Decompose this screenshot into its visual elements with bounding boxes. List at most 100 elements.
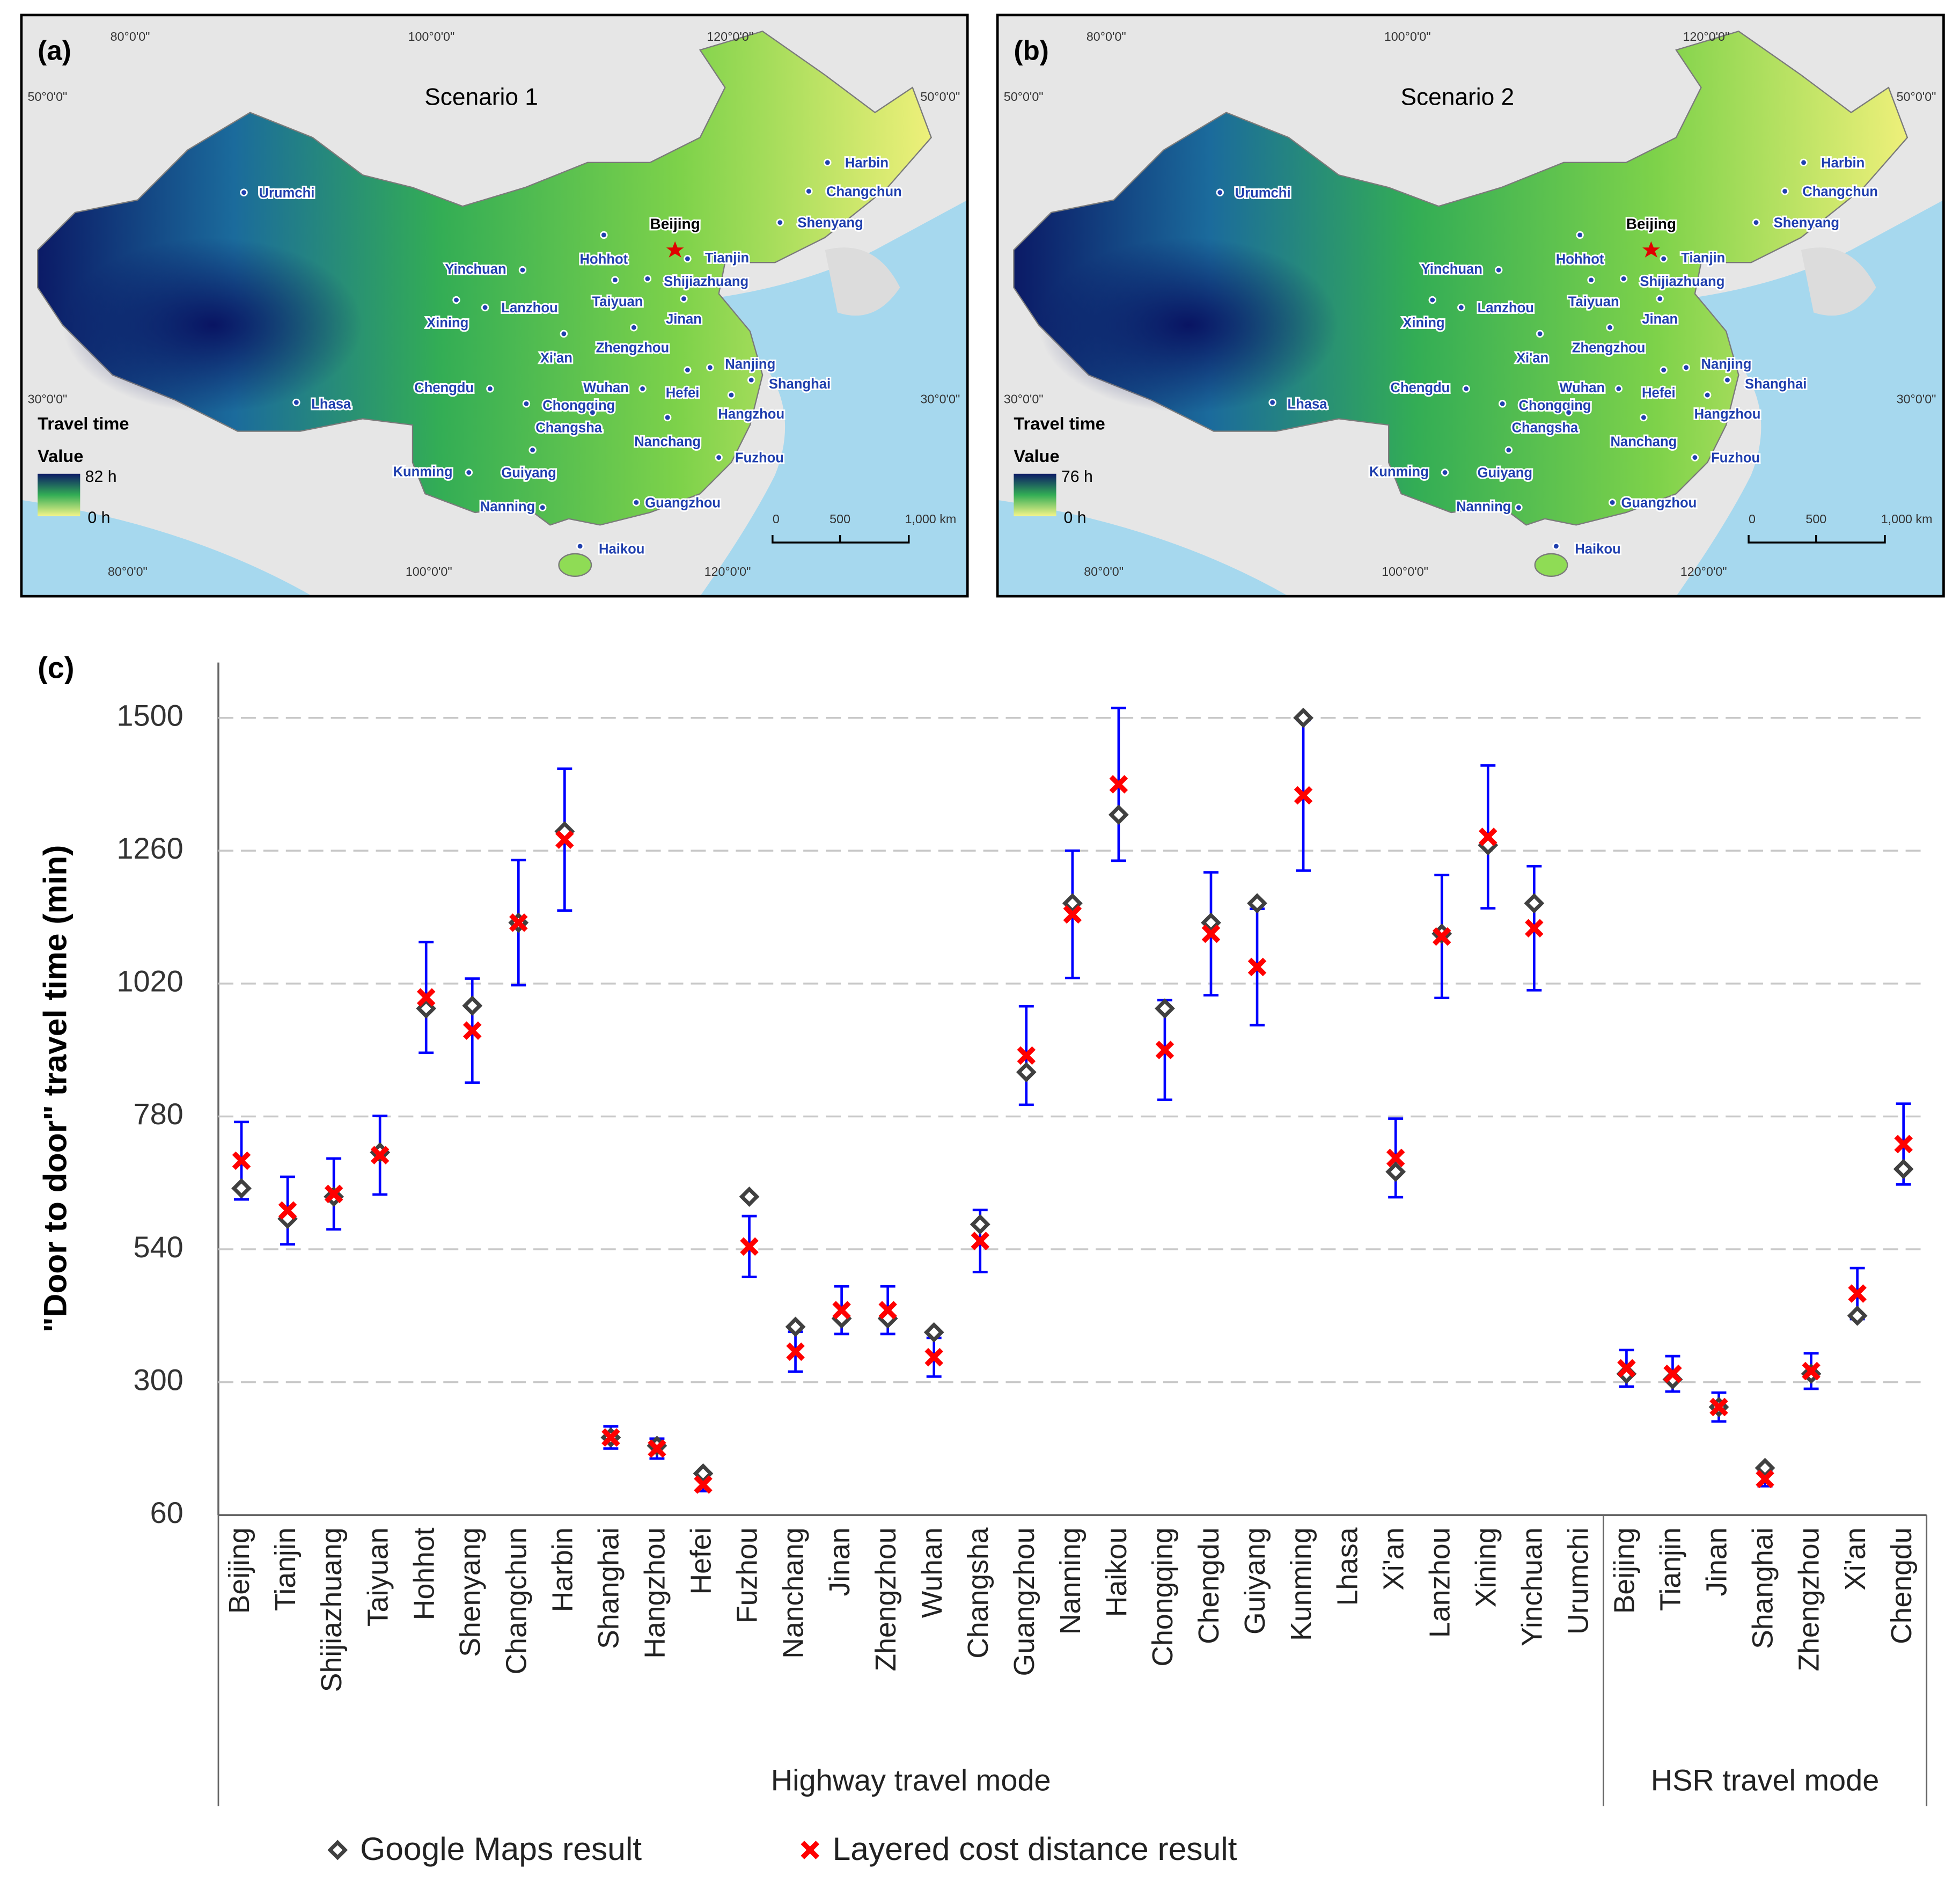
latitude-label: 50°0'0"	[1897, 90, 1936, 104]
city-dot	[1660, 366, 1668, 374]
scale-label: 0	[773, 512, 780, 526]
diamond-marker	[693, 1463, 714, 1484]
city-dot	[715, 453, 723, 461]
x-tick-label: Chengdu	[1886, 1527, 1918, 1644]
x-marker	[1109, 775, 1128, 794]
city-dot	[1640, 413, 1648, 422]
city-label: Tianjin	[705, 251, 749, 266]
city-label: Kunming	[1369, 464, 1429, 479]
diamond-marker	[1016, 1062, 1037, 1082]
city-label: Fuzhou	[1711, 451, 1760, 466]
longitude-label: 120°0'0"	[1683, 30, 1729, 43]
city-dot	[630, 324, 638, 332]
city-dot	[486, 385, 494, 393]
longitude-label: 80°0'0"	[108, 565, 148, 578]
city-dot	[680, 295, 688, 303]
x-marker	[832, 1301, 851, 1320]
x-tick-label: Hangzhou	[640, 1527, 671, 1658]
y-tick-label: 1020	[116, 964, 183, 998]
city-dot	[1587, 276, 1595, 284]
legend-label: Layered cost distance result	[833, 1830, 1237, 1867]
city-label: Haikou	[1575, 542, 1620, 557]
diamond-marker	[1201, 912, 1221, 933]
x-tick-label: Hefei	[686, 1527, 717, 1594]
x-marker	[648, 1439, 666, 1458]
x-marker	[555, 830, 574, 849]
city-dot	[465, 468, 473, 477]
x-tick-label: Jinan	[1701, 1527, 1733, 1596]
diamond-marker	[1293, 707, 1314, 728]
legend-subtitle: Value	[1014, 446, 1059, 466]
city-label: Jinan	[666, 312, 702, 327]
y-tick-label: 1260	[116, 831, 183, 865]
x-tick-label: Xi'an	[1378, 1527, 1410, 1590]
x-marker	[370, 1146, 390, 1164]
x-tick-label: Urumchi	[1563, 1527, 1595, 1634]
city-dot	[522, 400, 531, 408]
capital-star	[666, 241, 684, 258]
x-tick-label: Xining	[1470, 1527, 1502, 1607]
city-dot	[1515, 503, 1523, 511]
x-tick-label: Tianjin	[270, 1527, 302, 1611]
city-label: Hohhot	[1556, 252, 1604, 267]
x-marker	[740, 1237, 759, 1256]
y-tick-label: 300	[133, 1362, 183, 1396]
latitude-label: 50°0'0"	[1004, 90, 1044, 104]
x-marker	[1432, 927, 1451, 946]
sea	[997, 500, 1289, 597]
city-label: Shenyang	[1774, 216, 1839, 231]
diamond-marker	[1108, 804, 1129, 825]
city-dot	[1723, 376, 1731, 384]
city-dot	[1614, 385, 1623, 393]
legend-max: 76 h	[1061, 468, 1093, 486]
plateau	[62, 237, 363, 413]
x-tick-label: Wuhan	[916, 1527, 948, 1618]
city-label: Urumchi	[259, 186, 314, 201]
city-dot	[528, 446, 537, 454]
x-tick-label: Xi'an	[1840, 1527, 1871, 1590]
x-tick-label: Fuzhou	[732, 1527, 764, 1623]
x-tick-label: Nanning	[1055, 1527, 1087, 1635]
x-marker	[1201, 924, 1221, 943]
scale-label: 1,000 km	[905, 512, 956, 526]
city-label: Tianjin	[1681, 251, 1725, 266]
diamond-marker	[1847, 1305, 1868, 1326]
capital-star	[1642, 241, 1660, 258]
diamond-marker	[1755, 1457, 1775, 1478]
diamond-marker	[416, 998, 437, 1019]
x-tick-label: Zhengzhou	[870, 1527, 902, 1671]
x-tick-label: Yinchuan	[1516, 1527, 1548, 1646]
city-dot	[1682, 363, 1690, 372]
panel-label: (b)	[1014, 35, 1048, 65]
legend-title: Travel time	[1014, 414, 1105, 434]
y-axis-label: "Door to door" travel time (min)	[36, 845, 73, 1332]
x-marker	[878, 1301, 897, 1320]
x-tick-label: Beijing	[1609, 1527, 1641, 1614]
city-label: Wuhan	[1559, 380, 1605, 395]
city-label: Taiyuan	[1568, 294, 1619, 309]
x-marker	[924, 1347, 943, 1367]
city-dot	[518, 266, 527, 274]
city-dot	[539, 503, 547, 511]
diamond-marker	[970, 1214, 990, 1235]
x-marker	[278, 1201, 297, 1220]
legend-max: 82 h	[85, 468, 117, 486]
latitude-label: 30°0'0"	[1897, 392, 1936, 406]
map-panel: (b) Scenario 2 80°0'0" 80°0'0" 100°0'0" 100°0…	[996, 13, 1945, 598]
x-tick-label: Jinan	[824, 1527, 856, 1596]
city-label: Taiyuan	[592, 294, 643, 309]
latitude-label: 50°0'0"	[28, 90, 68, 104]
scale-bar	[772, 534, 910, 544]
city-dot	[1660, 254, 1668, 263]
diamond-marker	[1385, 1161, 1406, 1182]
sea	[825, 247, 900, 316]
map-title: Scenario 1	[424, 84, 538, 111]
city-label: Xi'an	[1516, 350, 1548, 365]
legend-min: 0 h	[1064, 509, 1087, 527]
city-dot	[706, 363, 714, 372]
legend-ramp	[38, 473, 80, 517]
city-label: Fuzhou	[735, 451, 784, 466]
sea	[21, 500, 313, 597]
city-label: Chengdu	[1390, 380, 1450, 395]
city-dot	[1691, 453, 1699, 461]
